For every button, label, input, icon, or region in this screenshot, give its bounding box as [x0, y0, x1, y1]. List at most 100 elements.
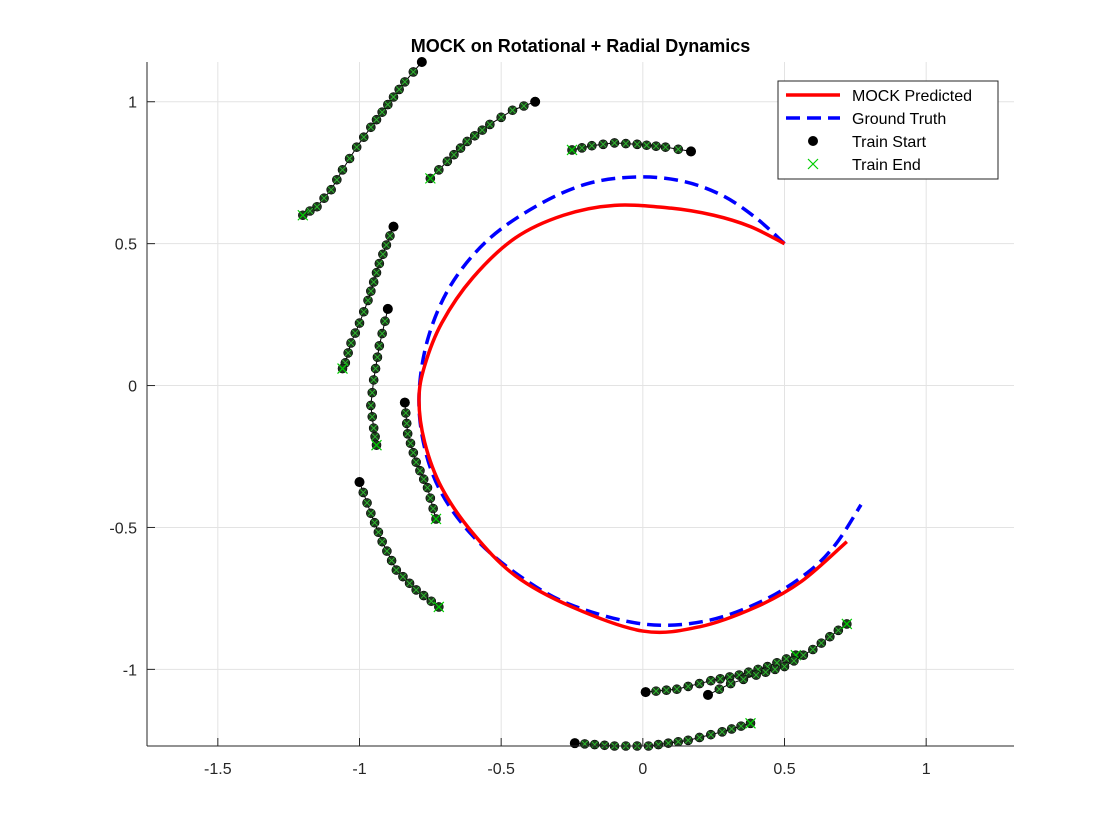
training-trajectories: [297, 57, 853, 751]
training-point-cross: [444, 158, 451, 165]
training-point-cross: [633, 140, 641, 148]
training-point-cross: [737, 722, 745, 730]
training-point-cross: [716, 685, 723, 693]
training-point-cross: [424, 484, 431, 492]
y-tick-label: -1: [123, 662, 137, 679]
training-point-cross: [818, 639, 825, 647]
training-point-cross: [393, 566, 400, 574]
training-point-cross: [601, 741, 608, 749]
y-tick-label: 0.5: [115, 237, 137, 254]
train-end-marker: [566, 144, 578, 156]
training-point-cross: [790, 657, 798, 665]
series-line-mock-predicted: [417, 203, 848, 635]
training-point-cross: [588, 142, 596, 150]
training-point-cross: [412, 458, 420, 466]
training-point-cross: [367, 402, 375, 409]
y-tick-label: -0.5: [109, 520, 137, 537]
training-point-cross: [643, 141, 650, 149]
legend-item: Train Start: [808, 134, 927, 151]
training-point-cross: [359, 489, 367, 496]
training-point-cross: [435, 166, 443, 174]
training-point-cross: [370, 376, 377, 384]
training-point-cross: [360, 133, 368, 141]
train-start-marker: [530, 96, 541, 107]
training-point-cross: [416, 467, 424, 475]
training-point-cross: [373, 116, 380, 124]
training-point-cross: [364, 297, 372, 304]
x-tick-label: -1: [352, 761, 366, 778]
training-point-cross: [427, 597, 435, 605]
training-point-cross: [353, 143, 360, 151]
train-end-marker: [337, 363, 348, 374]
train-start-marker: [416, 57, 427, 67]
training-point-cross: [344, 349, 352, 357]
training-point-cross: [716, 675, 724, 683]
training-point-cross: [826, 633, 834, 641]
train-start-marker: [399, 397, 410, 408]
training-point-cross: [611, 139, 618, 147]
training-point-cross: [378, 538, 386, 545]
training-point-cross: [674, 145, 682, 153]
training-point-cross: [665, 739, 672, 747]
training-point-cross: [520, 102, 528, 110]
legend-label: Ground Truth: [852, 111, 946, 128]
train-start-marker: [569, 738, 580, 749]
training-point-cross: [622, 140, 630, 147]
training-point-cross: [368, 389, 376, 396]
legend-label: Train Start: [852, 134, 927, 151]
training-trajectory: [366, 303, 393, 451]
legend-swatch: [807, 158, 819, 170]
training-point-cross: [497, 114, 505, 121]
training-point-cross: [578, 144, 586, 152]
training-point-cross: [356, 319, 363, 327]
training-point-cross: [378, 330, 386, 337]
training-point-cross: [762, 668, 769, 676]
training-point-cross: [783, 655, 790, 663]
training-trajectory: [337, 221, 399, 374]
training-point-cross: [655, 741, 662, 748]
legend-item: Train End: [807, 157, 921, 174]
training-point-cross: [367, 287, 375, 295]
training-point-cross: [363, 499, 371, 507]
x-tick-label: 1: [922, 761, 931, 778]
training-point-cross: [707, 731, 715, 738]
train-start-marker: [640, 687, 651, 698]
training-point-cross: [463, 138, 471, 145]
training-point-cross: [727, 680, 734, 687]
training-point-cross: [376, 342, 383, 350]
training-point-cross: [372, 365, 379, 372]
training-point-cross: [360, 308, 368, 316]
training-point-cross: [407, 439, 414, 447]
train-end-marker: [430, 513, 442, 525]
training-point-cross: [718, 728, 726, 736]
training-point-cross: [320, 194, 328, 202]
training-point-cross: [376, 260, 383, 267]
legend: MOCK Predicted Ground Truth Train Start Tra…: [777, 80, 999, 180]
train-start-marker: [686, 146, 696, 157]
x-tick-label: 0: [638, 761, 647, 778]
training-point-cross: [404, 430, 411, 438]
training-point-cross: [684, 683, 692, 690]
training-point-cross: [652, 142, 660, 150]
training-point-cross: [752, 671, 760, 679]
training-point-cross: [684, 737, 692, 744]
training-line: [342, 226, 394, 369]
training-point-cross: [375, 528, 382, 536]
legend-label: Train End: [852, 157, 921, 174]
training-point-cross: [450, 151, 458, 159]
training-point-cross: [696, 680, 703, 687]
training-point-cross: [383, 547, 391, 555]
training-point-cross: [378, 108, 386, 116]
train-end-marker: [297, 209, 309, 221]
train-end-marker: [745, 717, 756, 729]
train-end-marker: [841, 618, 853, 630]
training-point-cross: [800, 651, 807, 659]
training-point-cross: [371, 433, 379, 440]
training-point-cross: [728, 725, 735, 733]
training-point-cross: [457, 144, 464, 152]
training-point-cross: [399, 573, 407, 580]
training-point-cross: [707, 677, 715, 685]
training-point-cross: [373, 269, 380, 277]
train-end-marker: [371, 439, 382, 451]
training-point-cross: [740, 675, 747, 683]
